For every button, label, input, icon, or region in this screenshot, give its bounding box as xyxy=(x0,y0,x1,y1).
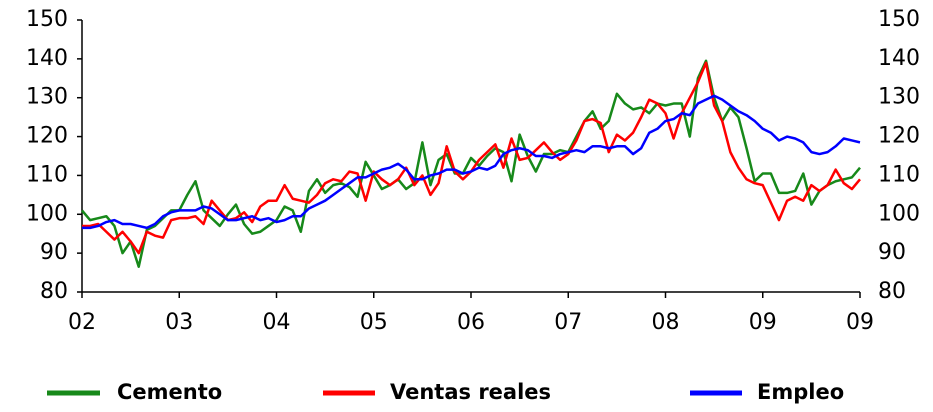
y-tick-label: 140 xyxy=(26,46,68,71)
series-line xyxy=(82,94,861,230)
y2-tick-label: 140 xyxy=(878,46,920,71)
x-tick-label: 06 xyxy=(457,310,485,335)
legend-label: Cemento xyxy=(117,380,222,404)
legend-label: Empleo xyxy=(757,380,844,404)
y2-tick-label: 130 xyxy=(878,85,920,110)
y-tick-label: 120 xyxy=(26,124,68,149)
legend: Cemento Ventas reales Empleo xyxy=(47,380,844,404)
x-tick-label: 04 xyxy=(263,310,291,335)
x-tick-label: 09 xyxy=(749,310,777,335)
legend-label: Ventas reales xyxy=(390,380,551,404)
series-line xyxy=(81,59,861,268)
x-tick-label: 02 xyxy=(68,310,96,335)
x-tick-label: 09 xyxy=(846,310,874,335)
y2-tick-label: 100 xyxy=(878,201,920,226)
y2-tick-label: 90 xyxy=(878,240,906,265)
x-tick-label: 07 xyxy=(554,310,582,335)
x-tick-label: 08 xyxy=(652,310,680,335)
y-tick-label: 100 xyxy=(26,201,68,226)
y2-tick-label: 110 xyxy=(878,162,920,187)
y2-tick-label: 80 xyxy=(878,279,906,304)
y-tick-label: 80 xyxy=(40,279,68,304)
y-tick-label: 110 xyxy=(26,162,68,187)
y-tick-label: 150 xyxy=(26,7,68,32)
x-tick-label: 05 xyxy=(360,310,388,335)
x-tick-label: 03 xyxy=(165,310,193,335)
y2-tick-label: 120 xyxy=(878,124,920,149)
y2-tick-label: 150 xyxy=(878,7,920,32)
y-tick-label: 130 xyxy=(26,85,68,110)
y-tick-label: 90 xyxy=(40,240,68,265)
